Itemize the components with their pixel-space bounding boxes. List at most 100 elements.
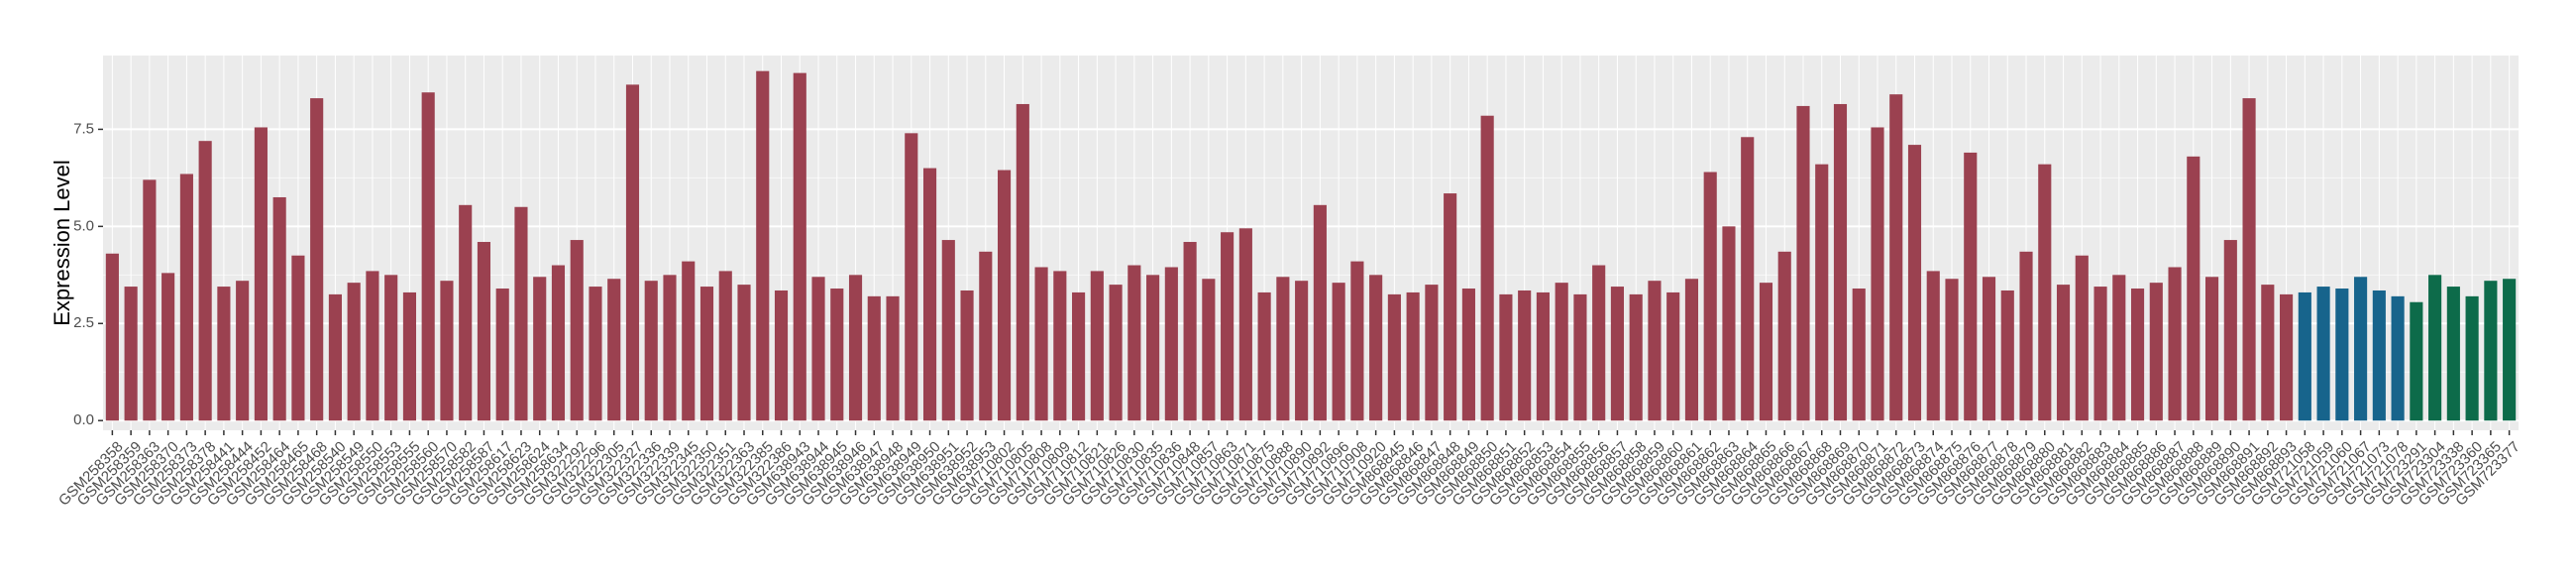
bar: [236, 281, 250, 421]
bar: [2168, 267, 2182, 421]
bar: [2446, 287, 2460, 421]
bar: [1982, 277, 1996, 421]
bar: [2410, 301, 2423, 421]
bar: [1722, 226, 1736, 421]
bar: [1183, 242, 1197, 421]
bar: [161, 273, 175, 421]
bar: [402, 291, 417, 421]
y-tick-label: 5.0: [73, 217, 94, 234]
bar: [2372, 290, 2386, 421]
bar: [328, 293, 342, 421]
bar: [1164, 267, 1178, 421]
bar: [1889, 94, 1903, 421]
bar: [310, 98, 324, 421]
bar: [905, 133, 918, 421]
bar: [2056, 285, 2071, 421]
bar: [922, 168, 937, 421]
bar: [1369, 275, 1383, 421]
bar: [848, 275, 863, 421]
bar: [737, 285, 751, 421]
bar: [1907, 145, 1922, 421]
bar: [2242, 98, 2256, 421]
bar: [179, 174, 193, 421]
bar: [1852, 289, 1866, 421]
bar: [1034, 267, 1048, 421]
bar: [1499, 293, 1513, 421]
bar: [347, 283, 361, 421]
bar: [495, 289, 509, 421]
bar: [1053, 271, 1067, 421]
bar: [1332, 283, 1345, 421]
bar: [756, 70, 770, 421]
bar: [1387, 293, 1401, 421]
bar: [2223, 240, 2237, 421]
bar: [570, 240, 584, 421]
y-tick-label: 0.0: [73, 411, 94, 428]
bar: [997, 170, 1012, 421]
bar: [2261, 285, 2275, 421]
bar: [1964, 152, 1978, 421]
bar: [1703, 172, 1717, 421]
bar: [1257, 291, 1271, 421]
bar: [1480, 115, 1494, 421]
bar: [217, 287, 231, 421]
bar: [477, 242, 491, 421]
bar: [1666, 291, 1680, 421]
bar: [1796, 105, 1810, 421]
bar: [124, 287, 138, 421]
bar: [2298, 291, 2311, 421]
bar: [1295, 281, 1309, 421]
bar: [960, 290, 974, 421]
bar: [2130, 289, 2145, 421]
bar: [886, 295, 900, 421]
bar: [1648, 281, 1662, 421]
bar: [2280, 293, 2294, 421]
bar: [291, 255, 305, 421]
bar: [1815, 164, 1829, 421]
bar: [1016, 103, 1029, 421]
bar: [143, 179, 157, 421]
bar: [105, 253, 119, 421]
bar: [384, 275, 398, 421]
bar: [1109, 285, 1123, 421]
bar: [607, 279, 621, 421]
bar: [1945, 279, 1959, 421]
bar: [2316, 287, 2330, 421]
bar: [2204, 277, 2219, 421]
bar: [2093, 287, 2107, 421]
bar: [867, 295, 881, 421]
bar: [421, 92, 435, 421]
bar: [1406, 291, 1420, 421]
bar: [1518, 290, 1532, 421]
bar: [1276, 277, 1290, 421]
bar: [1610, 287, 1625, 421]
bar: [979, 251, 993, 421]
bar: [1741, 137, 1755, 421]
bar: [1313, 204, 1327, 421]
bar: [718, 271, 732, 421]
bar: [2187, 156, 2200, 421]
bar: [1871, 127, 1884, 421]
bar: [1238, 228, 1252, 421]
bar: [1573, 293, 1587, 421]
bar: [830, 289, 844, 421]
bar: [1684, 279, 1699, 421]
bar: [1777, 251, 1791, 421]
bar: [198, 141, 212, 421]
bar: [2075, 255, 2089, 421]
bar: [1555, 283, 1568, 421]
bar: [1072, 291, 1086, 421]
bar: [272, 196, 286, 421]
bar: [644, 281, 658, 421]
bar: [1592, 265, 1606, 421]
bar: [793, 72, 806, 421]
y-tick-label: 2.5: [73, 314, 94, 331]
bar: [2354, 277, 2368, 421]
bar: [2428, 275, 2442, 421]
bar: [459, 204, 473, 421]
bar: [1629, 293, 1643, 421]
y-axis-title: Expression Level: [50, 160, 74, 326]
bar: [2038, 164, 2052, 421]
bar: [2484, 281, 2498, 421]
